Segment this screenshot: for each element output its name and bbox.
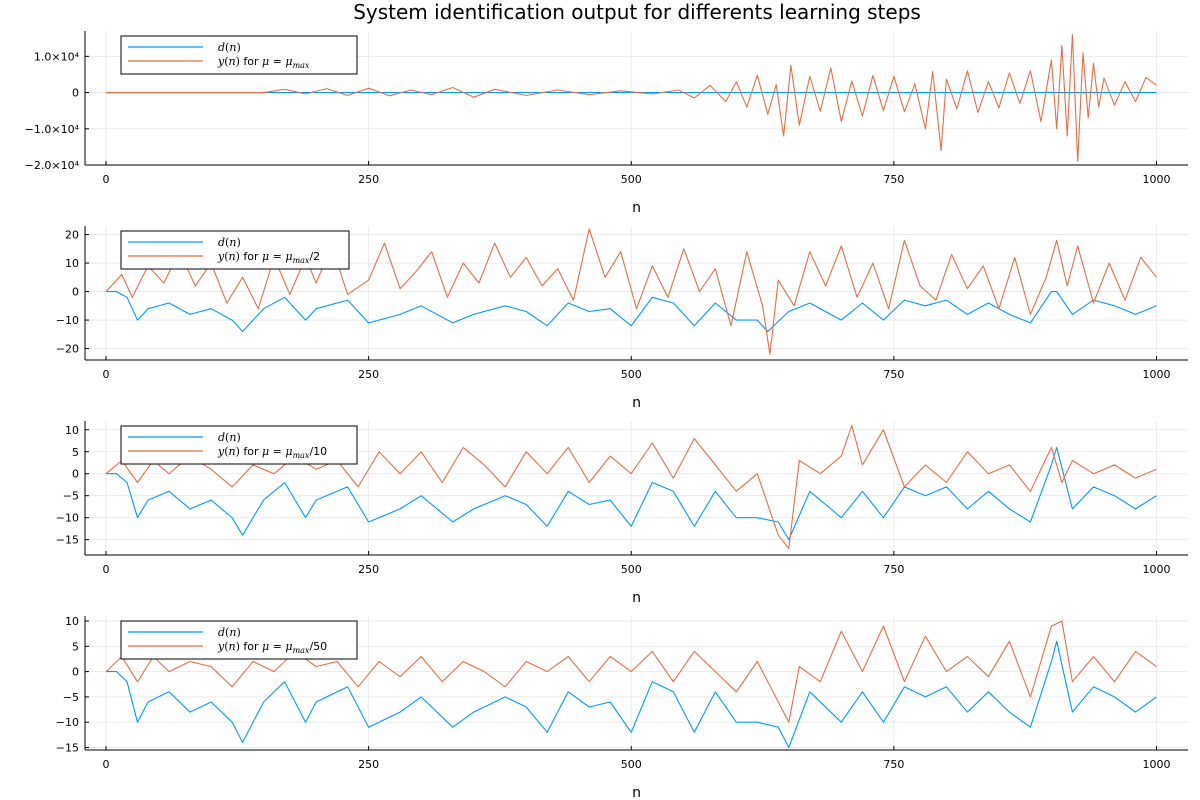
x-tick-label: 500 xyxy=(621,173,642,186)
x-axis-label: n xyxy=(632,395,641,411)
y-tick-label: −10 xyxy=(56,512,79,525)
legend-box xyxy=(120,425,358,465)
x-tick-label: 750 xyxy=(883,563,904,576)
y-tick-label: 20 xyxy=(65,229,79,242)
x-tick-label: 1000 xyxy=(1142,173,1170,186)
y-tick-label: −1.0×10⁴ xyxy=(25,123,80,136)
x-axis-label: n xyxy=(632,785,641,800)
y-tick-label: 10 xyxy=(65,257,79,270)
x-tick-label: 0 xyxy=(103,173,110,186)
legend-entry: d(n) xyxy=(218,626,241,639)
x-tick-label: 0 xyxy=(103,758,110,771)
legend-entry: y(n) for μ = μmax/50 xyxy=(217,640,327,655)
legend-entry: d(n) xyxy=(218,236,241,249)
series-line-y xyxy=(105,424,1157,549)
x-tick-label: 250 xyxy=(358,173,379,186)
y-tick-label: 0 xyxy=(72,468,79,481)
y-tick-label: 5 xyxy=(72,446,79,459)
panel-4: 0 250 500 750 1000 10 5 0 −5 −10 −15 n d(n)y(n) for … xyxy=(56,615,1188,800)
x-tick-label: 500 xyxy=(621,368,642,381)
y-tick-label: −20 xyxy=(56,343,79,356)
legend-entry: y(n) for μ = μmax xyxy=(217,55,310,70)
series-line-d xyxy=(106,446,1157,541)
x-tick-label: 1000 xyxy=(1142,563,1170,576)
y-tick-label: −15 xyxy=(56,534,79,547)
x-tick-label: 250 xyxy=(358,563,379,576)
y-tick-label: −5 xyxy=(63,691,79,704)
x-tick-label: 1000 xyxy=(1142,368,1170,381)
y-tick-label: −10 xyxy=(56,716,79,729)
x-axis-label: n xyxy=(632,200,641,216)
y-tick-label: 1.0×10⁴ xyxy=(34,50,80,63)
x-tick-label: 750 xyxy=(883,758,904,771)
x-tick-label: 250 xyxy=(358,368,379,381)
series-line-d xyxy=(106,640,1157,749)
y-tick-label: 0 xyxy=(72,286,79,299)
x-tick-label: 0 xyxy=(103,368,110,381)
x-tick-label: 750 xyxy=(883,173,904,186)
chart-title: System identification output for differe… xyxy=(353,0,921,24)
y-tick-label: 5 xyxy=(72,640,79,653)
x-tick-label: 0 xyxy=(103,563,110,576)
panel-3: 0 250 500 750 1000 10 5 0 −5 −10 −15 n d(n)y(n) for … xyxy=(56,421,1188,606)
panel-2: 0 250 500 750 1000 20 10 0 −10 −20 n d(n)y(n) for μ… xyxy=(56,226,1188,411)
y-tick-label: 10 xyxy=(65,424,79,437)
legend-entry: d(n) xyxy=(218,431,241,444)
series-line-y xyxy=(106,34,1157,162)
y-tick-label: 0 xyxy=(72,87,79,100)
y-tick-label: −15 xyxy=(56,741,79,754)
legend-box xyxy=(120,620,358,660)
x-tick-label: 250 xyxy=(358,758,379,771)
y-tick-label: −2.0×10⁴ xyxy=(25,159,80,172)
series-line-y xyxy=(105,620,1157,723)
panel-1: 0 250 500 750 1000 1.0×10⁴ 0 −1.0×10⁴ −2.0×10⁴ n d… xyxy=(25,31,1188,216)
series-line-y xyxy=(105,228,1157,355)
legend-entry: y(n) for μ = μmax/2 xyxy=(217,250,320,265)
x-tick-label: 1000 xyxy=(1142,758,1170,771)
x-tick-label: 500 xyxy=(621,563,642,576)
x-axis-label: n xyxy=(632,590,641,606)
legend-box xyxy=(120,35,358,75)
y-tick-label: 10 xyxy=(65,615,79,628)
y-tick-label: −5 xyxy=(63,490,79,503)
legend-entry: d(n) xyxy=(218,41,241,54)
x-tick-label: 750 xyxy=(883,368,904,381)
series-line-d xyxy=(106,291,1157,333)
legend-box xyxy=(120,230,350,270)
x-tick-label: 500 xyxy=(621,758,642,771)
y-tick-label: 0 xyxy=(72,666,79,679)
y-tick-label: −10 xyxy=(56,314,79,327)
legend-entry: y(n) for μ = μmax/10 xyxy=(217,445,327,460)
